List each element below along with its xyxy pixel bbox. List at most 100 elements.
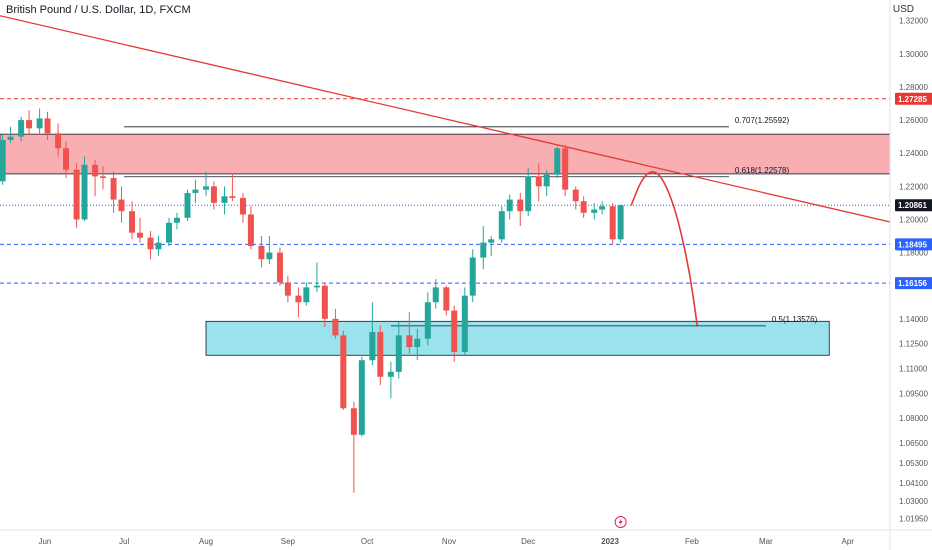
candle-body-55: [506, 199, 513, 212]
candle-body-44: [406, 335, 413, 347]
candle-body-67: [617, 205, 624, 240]
candle-body-15: [136, 232, 143, 238]
candle-body-42: [387, 371, 394, 377]
price-tick-12: 1.09500: [899, 389, 928, 398]
price-tag-1: [895, 199, 932, 212]
drawings: [0, 15, 891, 326]
candle-body-40: [369, 332, 376, 361]
candle-body-2: [18, 120, 25, 137]
candle-body-0: [0, 139, 6, 182]
candle-body-32: [295, 295, 302, 303]
candle-body-56: [517, 199, 524, 212]
price-tick-2: 1.28000: [899, 83, 928, 92]
candle-body-54: [498, 211, 505, 240]
price-tick-16: 1.04100: [899, 479, 928, 488]
candle-body-6: [55, 133, 62, 149]
price-axis[interactable]: 1.32000 1.30000 1.28000 1.26000 1.24000 1.220…: [889, 0, 928, 550]
candle-body-28: [258, 245, 265, 260]
candle-body-13: [118, 199, 125, 212]
fib-label-1: 0.618(1.22578): [735, 166, 790, 175]
candle-body-45: [414, 338, 421, 347]
time-axis[interactable]: Jun Jul Aug Sep Oct Nov Dec 2023 Feb Mar Apr: [0, 529, 932, 546]
time-tick-6: Dec: [521, 537, 535, 546]
price-tick-14: 1.06500: [899, 439, 928, 448]
candle-body-39: [358, 360, 365, 435]
time-tick-9: Mar: [759, 537, 773, 546]
candle-body-46: [424, 302, 431, 339]
time-tick-5: Nov: [442, 537, 456, 546]
candle-body-50: [461, 295, 468, 352]
candle-body-33: [303, 287, 310, 303]
candle-body-23: [210, 186, 217, 203]
candle-body-22: [202, 186, 209, 190]
price-tick-3: 1.26000: [899, 116, 928, 125]
lightning-glyph: [618, 518, 623, 526]
price-tag-text-1: 1.20861: [898, 201, 927, 210]
candle-body-10: [92, 164, 99, 177]
event-markers[interactable]: [614, 516, 627, 528]
price-tag-text-0: 1.27285: [898, 95, 927, 104]
trendline: [0, 15, 891, 223]
price-tick-18: 1.01950: [899, 514, 928, 523]
price-tags: 1.27285 1.20861 1.18495 1.16156: [895, 92, 932, 290]
fib-label-0: 0.707(1.25592): [735, 116, 790, 125]
symbol-title[interactable]: British Pound / U.S. Dollar, 1D, FXCM: [6, 4, 191, 16]
candle-body-31: [284, 282, 291, 296]
candle-body-3: [26, 120, 33, 129]
candle-body-18: [166, 222, 173, 243]
support-zone: [205, 320, 830, 356]
candle-body-47: [432, 287, 439, 303]
candle-body-4: [36, 118, 43, 129]
candle-body-61: [562, 148, 569, 190]
candle-body-12: [110, 178, 117, 200]
time-tick-8: Feb: [685, 537, 699, 546]
price-tick-17: 1.03000: [899, 497, 928, 506]
price-tag-2: [895, 238, 932, 251]
candle-body-24: [221, 196, 228, 203]
candle-body-63: [580, 201, 587, 213]
price-tick-0: 1.32000: [899, 17, 928, 26]
price-tag-3: [895, 277, 932, 290]
candle-body-34: [313, 285, 320, 288]
time-tick-0: Jun: [38, 537, 51, 546]
time-tick-2: Aug: [199, 537, 213, 546]
candle-body-1: [7, 136, 14, 140]
candle-body-9: [81, 164, 88, 220]
candle-body-57: [525, 176, 532, 212]
candle-body-60: [554, 148, 561, 175]
price-tick-9: 1.14000: [899, 315, 928, 324]
candle-body-58: [535, 176, 542, 187]
candle-body-62: [572, 189, 579, 202]
candle-body-65: [599, 206, 606, 210]
candle-body-5: [44, 118, 51, 134]
price-tick-1: 1.30000: [899, 50, 928, 59]
time-tick-7: 2023: [601, 537, 619, 546]
candle-body-26: [239, 197, 246, 215]
candle-body-17: [155, 242, 162, 250]
price-tick-10: 1.12500: [899, 340, 928, 349]
candle-body-20: [184, 192, 191, 218]
candle-body-11: [99, 176, 106, 179]
resistance-zone: [0, 133, 891, 175]
projection-path: [630, 171, 699, 326]
candle-body-49: [451, 310, 458, 352]
price-tick-11: 1.11000: [899, 365, 928, 374]
candle-body-51: [469, 257, 476, 296]
candle-body-41: [377, 332, 384, 377]
price-tick-6: 1.20000: [899, 215, 928, 224]
candle-body-48: [443, 287, 450, 311]
candle-body-19: [173, 217, 180, 223]
price-tag-0: [895, 92, 932, 105]
candle-body-7: [63, 148, 70, 170]
price-tick-7: 1.18000: [899, 249, 928, 258]
candle-body-52: [480, 242, 487, 258]
candle-body-38: [350, 408, 357, 435]
candle-body-37: [340, 335, 347, 409]
candle-body-21: [192, 189, 199, 193]
candle-body-53: [488, 239, 495, 243]
price-tick-4: 1.24000: [899, 149, 928, 158]
price-tick-13: 1.08000: [899, 414, 928, 423]
time-tick-1: Jul: [119, 537, 129, 546]
candle-body-36: [332, 318, 339, 336]
